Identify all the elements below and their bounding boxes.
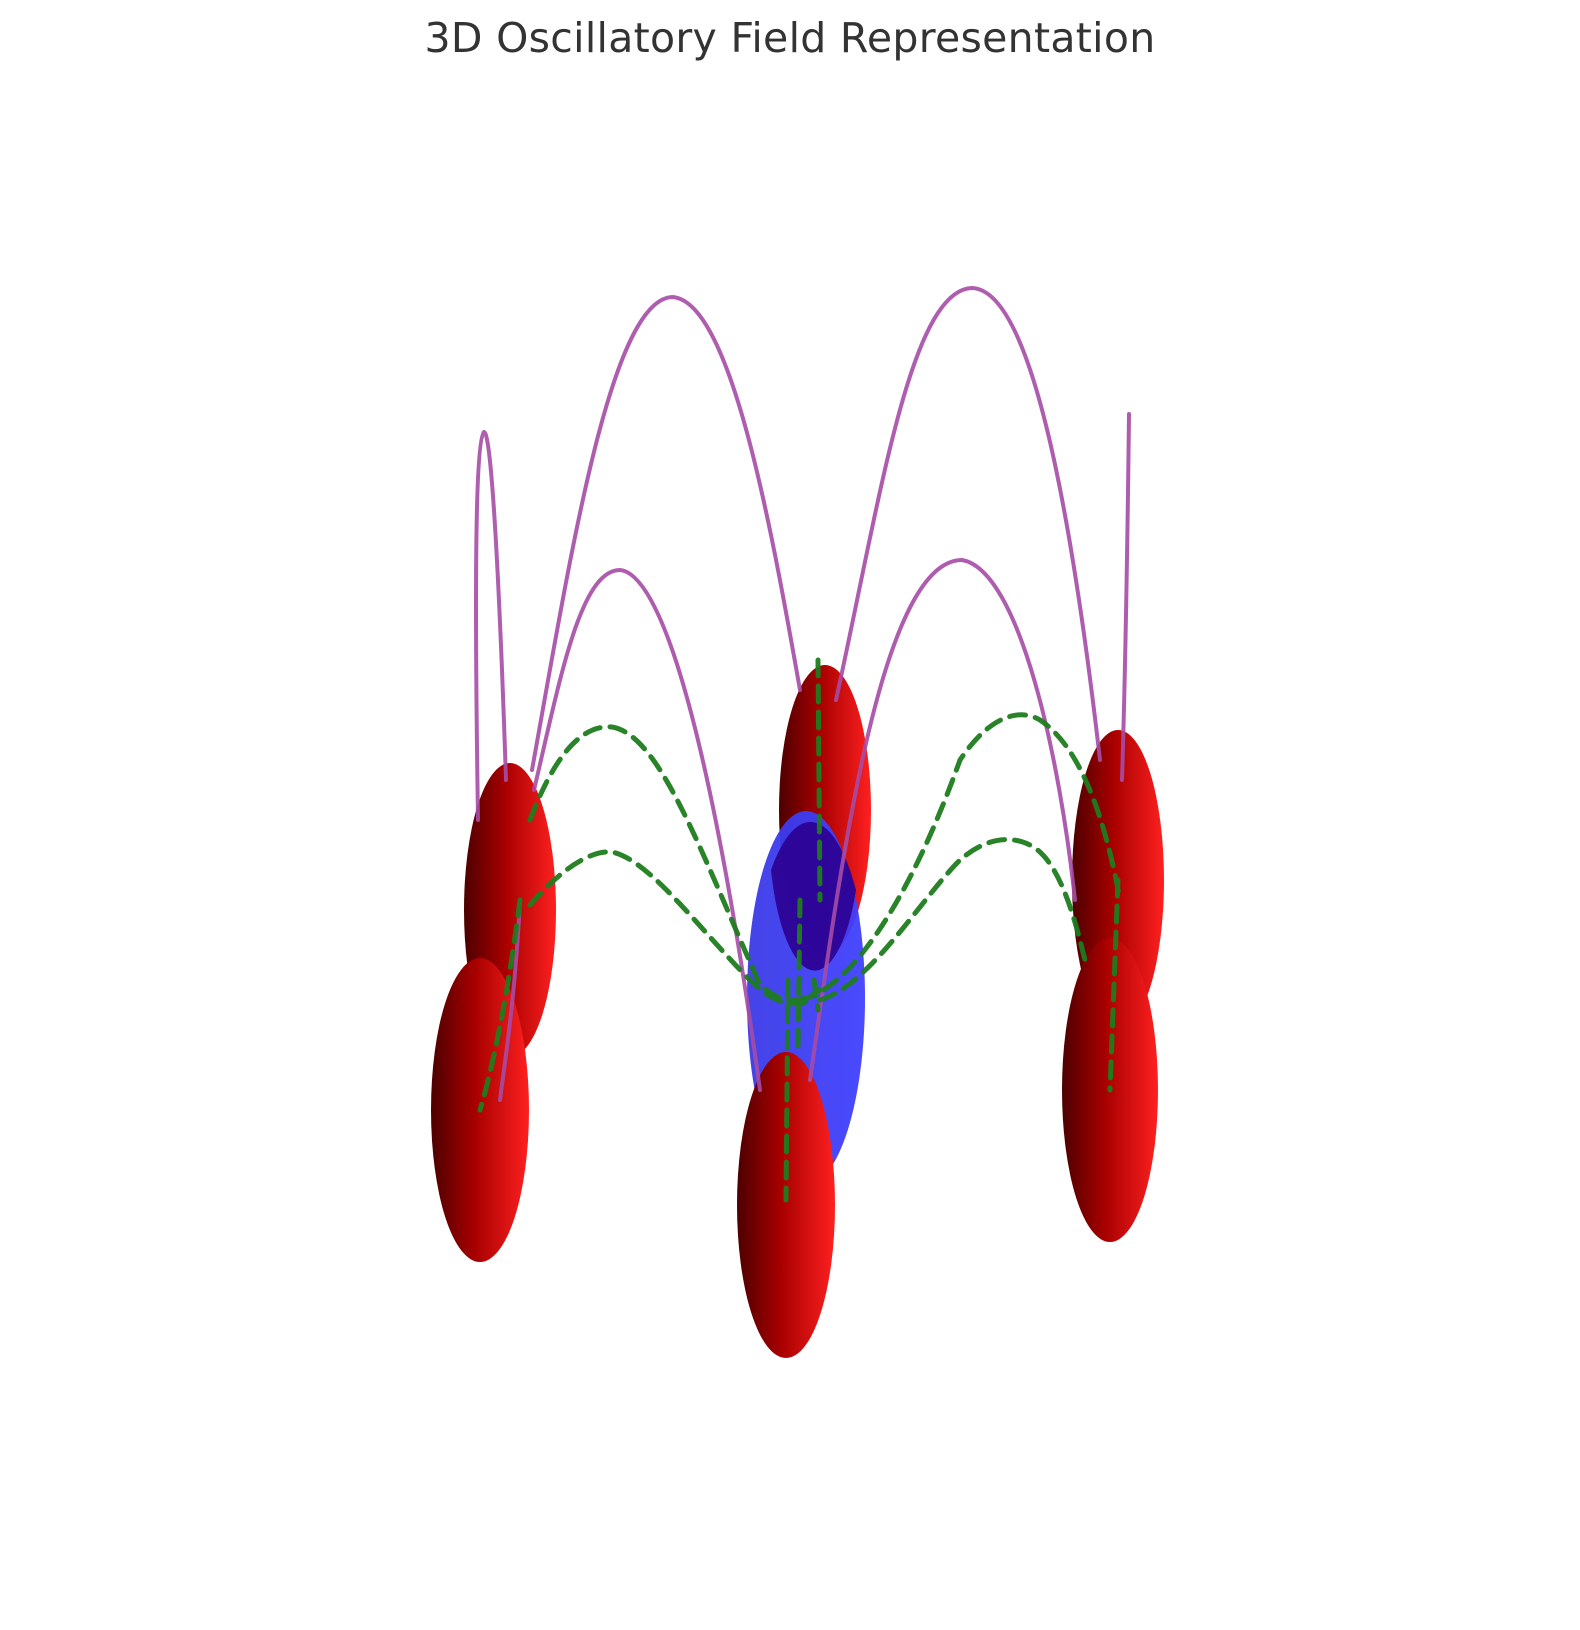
- page-title: 3D Oscillatory Field Representation: [424, 14, 1156, 62]
- red-lobe-center-lower: [737, 1052, 835, 1358]
- purple-field-lines: [474, 285, 1131, 1102]
- green-field-lines: [477, 657, 1123, 1203]
